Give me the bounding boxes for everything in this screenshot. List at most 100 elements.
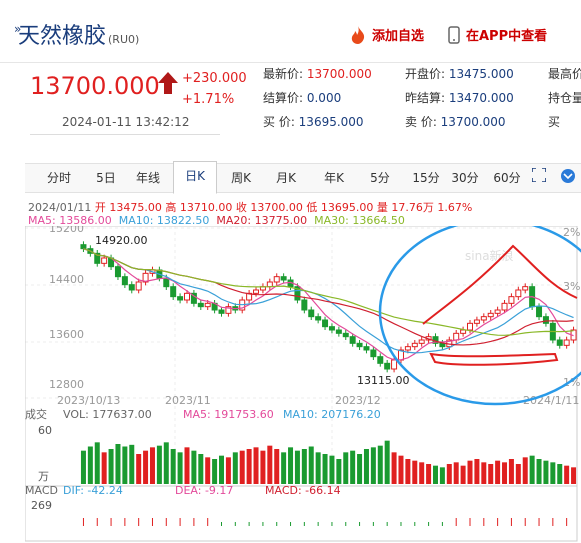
volume-bar [350,450,356,484]
candle [563,339,570,346]
macd-info: DIF: -42.24 [63,484,123,497]
stat-label: 昨结算: [405,91,446,105]
volume-bar [522,457,528,484]
volume-bar [571,467,577,484]
flame-icon [351,26,365,44]
tab-4[interactable]: 周K [231,171,251,185]
stat-value: 13475.000 [445,67,514,81]
volume-bar [550,462,556,484]
stat-value: 0.000 [303,91,342,105]
volume-info: VOL: 177637.00 [63,408,152,421]
candle [356,342,363,348]
annotation-base [429,352,559,366]
up-arrow-icon [158,72,178,94]
tab-0[interactable]: 分时 [46,171,71,185]
volume-bar [529,455,535,484]
pct-tick: 3% [563,280,580,293]
tab-10[interactable]: 60分 [493,171,521,185]
volume-bar [129,444,135,484]
stat-value: 13700.000 [436,115,506,129]
volume-bar [108,449,114,484]
candle [135,281,142,291]
stat-label: 最新价: [263,67,304,81]
tab-7[interactable]: 5分 [370,171,390,185]
candle [301,299,308,311]
candle [218,309,225,314]
volume-bar [474,459,480,484]
tab-9[interactable]: 30分 [451,171,479,185]
pct-tick: 1% [563,376,580,389]
stat-item: 昨结算: 13470.000 [405,89,514,106]
candle [480,316,487,321]
ma-line [83,248,574,336]
volume-info: 成交 [25,407,47,421]
tab-1[interactable]: 5日 [96,171,116,185]
candle [370,349,377,358]
stat-value: 13700.000 [303,67,372,81]
volume-bar [363,449,369,484]
candle [266,281,273,288]
phone-icon [448,26,460,44]
candle [190,292,197,304]
candle [349,336,356,344]
volume-bar [246,449,252,484]
volume-bar [163,442,169,484]
volume-bar [405,459,411,484]
high-label: 14920.00 [95,234,148,247]
candle [411,342,418,348]
volume-bar [315,452,321,484]
volume-bar [336,459,342,484]
volume-bar [357,454,363,484]
tab-6[interactable]: 年K [324,171,344,185]
volume-bar [564,465,570,484]
volume-bar [149,447,155,484]
fullscreen-icon[interactable] [532,168,546,182]
annotation-peak [422,244,578,325]
view-in-app-button[interactable]: 在APP中查看 [448,25,547,44]
candle [542,316,549,324]
candle [384,362,391,370]
volume-bar [198,454,204,484]
ma-line [83,248,574,361]
price-tick: 15200 [49,226,84,235]
stat-item: 开盘价: 13475.000 [405,65,514,82]
tab-2[interactable]: 年线 [135,171,160,185]
macd-info: MACD: -66.14 [265,484,341,497]
stat-item: 最新价: 13700.000 [263,65,372,82]
volume-bar [219,455,225,484]
candle [460,329,467,334]
volume-bar [467,460,473,484]
volume-bar [267,445,273,484]
candle [322,319,329,328]
stat-item: 买 [548,113,560,130]
volume-bar [412,460,418,484]
volume-bar [308,446,314,484]
macd-info: MACD [25,484,58,497]
tab-5[interactable]: 月K [276,171,296,185]
annotation-circle [378,226,581,406]
volume-bar [232,452,238,484]
tab-8[interactable]: 15分 [412,171,440,185]
vol-axis: 万 [38,470,49,483]
period-tabs: 分时 5日 年线 日K 周K 月K 年K 5分 15分 30分 60分 [25,161,581,194]
price-tick: 12800 [49,378,84,391]
candle [280,276,287,281]
volume-bar [543,460,549,484]
volume-bar [384,440,390,484]
tab-3[interactable]: 日K [173,161,217,194]
vol-axis: 60 [38,424,52,437]
dropdown-icon[interactable] [560,168,576,184]
add-favorite-button[interactable]: 添加自选 [350,25,424,44]
date-tick: 2023/11 [165,394,211,407]
candle [94,252,101,264]
macd-axis: 269 [31,499,52,512]
kline-chart[interactable]: 15200 14400 13600 12800 2% 3% 1% 2023/10/13 2023… [25,226,581,543]
candle [467,322,474,331]
stat-label: 结算价: [263,91,304,105]
candle [487,312,494,318]
volume-bar [122,446,128,484]
candle [335,329,342,334]
candle [536,306,543,318]
candle [404,346,411,351]
candle [556,339,563,346]
